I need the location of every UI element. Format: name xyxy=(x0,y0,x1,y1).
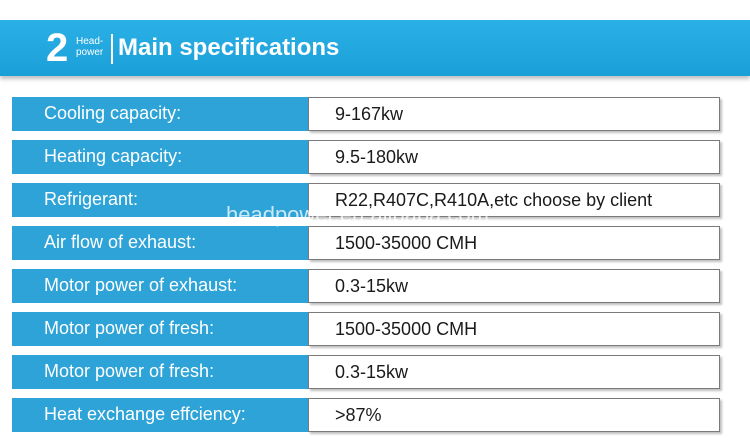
spec-value: 9.5-180kw xyxy=(308,140,720,174)
spec-value: 9-167kw xyxy=(308,97,720,131)
spec-row: Motor power of fresh: 0.3-15kw xyxy=(12,355,720,389)
spec-value: R22,R407C,R410A,etc choose by client xyxy=(308,183,720,217)
spec-row: Heating capacity: 9.5-180kw xyxy=(12,140,720,174)
spec-label: Motor power of exhaust: xyxy=(12,269,308,303)
spec-label: Heating capacity: xyxy=(12,140,308,174)
spec-label: Motor power of fresh: xyxy=(12,312,308,346)
spec-label: Motor power of fresh: xyxy=(12,355,308,389)
spec-value: 0.3-15kw xyxy=(308,355,720,389)
spec-value: 1500-35000 CMH xyxy=(308,312,720,346)
spec-row: Motor power of exhaust: 0.3-15kw xyxy=(12,269,720,303)
brand-line-2: power xyxy=(76,47,104,58)
section-title: Main specifications xyxy=(118,34,340,61)
spec-value: 1500-35000 CMH xyxy=(308,226,720,260)
spec-label: Air flow of exhaust: xyxy=(12,226,308,260)
section-banner: 2 Head- power Main specifications xyxy=(0,20,750,76)
spec-value: 0.3-15kw xyxy=(308,269,720,303)
spec-row: Cooling capacity: 9-167kw xyxy=(12,97,720,131)
spec-row: Motor power of fresh: 1500-35000 CMH xyxy=(12,312,720,346)
spec-row: Heat exchange effciency: >87% xyxy=(12,398,720,432)
spec-row: Refrigerant: R22,R407C,R410A,etc choose … xyxy=(12,183,720,217)
spec-row: Air flow of exhaust: 1500-35000 CMH xyxy=(12,226,720,260)
spec-label: Cooling capacity: xyxy=(12,97,308,131)
brand-line-1: Head- xyxy=(76,36,104,47)
spec-label: Refrigerant: xyxy=(12,183,308,217)
brand-logo-text: Head- power xyxy=(76,36,103,58)
spec-label: Heat exchange effciency: xyxy=(12,398,308,432)
banner-divider xyxy=(111,34,113,64)
spec-value: >87% xyxy=(308,398,720,432)
section-number: 2 xyxy=(46,26,69,70)
